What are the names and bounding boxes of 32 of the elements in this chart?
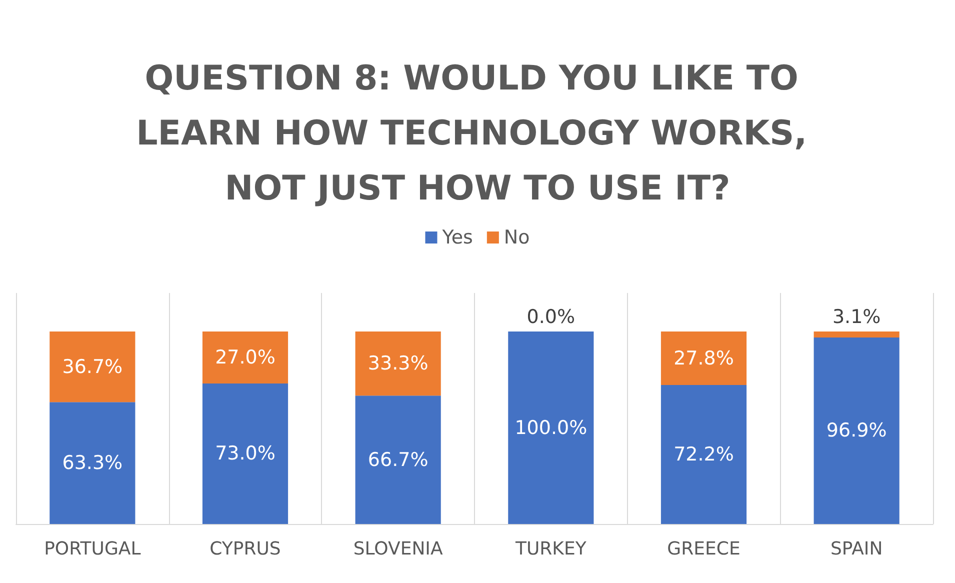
data-label: 73.0%	[215, 442, 276, 465]
data-label: 72.2%	[674, 444, 734, 466]
bar	[814, 337, 900, 524]
data-label: 27.8%	[674, 347, 734, 370]
data-label: 36.7%	[62, 356, 123, 378]
bar	[202, 383, 288, 524]
legend-label: Yes	[441, 226, 473, 248]
data-label: 100.0%	[514, 416, 588, 439]
data-label: 3.1%	[832, 306, 881, 328]
bar	[814, 332, 900, 338]
bar	[50, 402, 136, 524]
bar	[508, 332, 594, 524]
x-tick-label: GREECE	[667, 538, 740, 560]
x-tick-label: SLOVENIA	[353, 538, 444, 560]
data-label: 66.7%	[368, 448, 428, 471]
data-label: 27.0%	[215, 346, 276, 368]
data-label: 0.0%	[526, 306, 576, 328]
x-tick-label: PORTUGAL	[44, 538, 141, 560]
bar	[660, 332, 747, 386]
legend-label: No	[504, 226, 530, 248]
data-label: 96.9%	[826, 420, 887, 442]
bar	[202, 332, 288, 384]
x-tick-label: SPAIN	[830, 538, 883, 560]
bar	[355, 396, 441, 524]
data-label: 33.3%	[368, 352, 428, 375]
data-label: 63.3%	[62, 452, 123, 474]
x-tick-label: CYPRUS	[210, 538, 281, 560]
bar	[50, 332, 136, 402]
bar	[355, 332, 441, 396]
bar	[660, 385, 747, 524]
x-tick-label: TURKEY	[514, 538, 588, 560]
chart-title: QUESTION 8: WOULD YOU LIKE TO LEARN HOW TECHNOLOGY WORKS, NOT JUST HOW TO USE IT?	[136, 58, 819, 208]
